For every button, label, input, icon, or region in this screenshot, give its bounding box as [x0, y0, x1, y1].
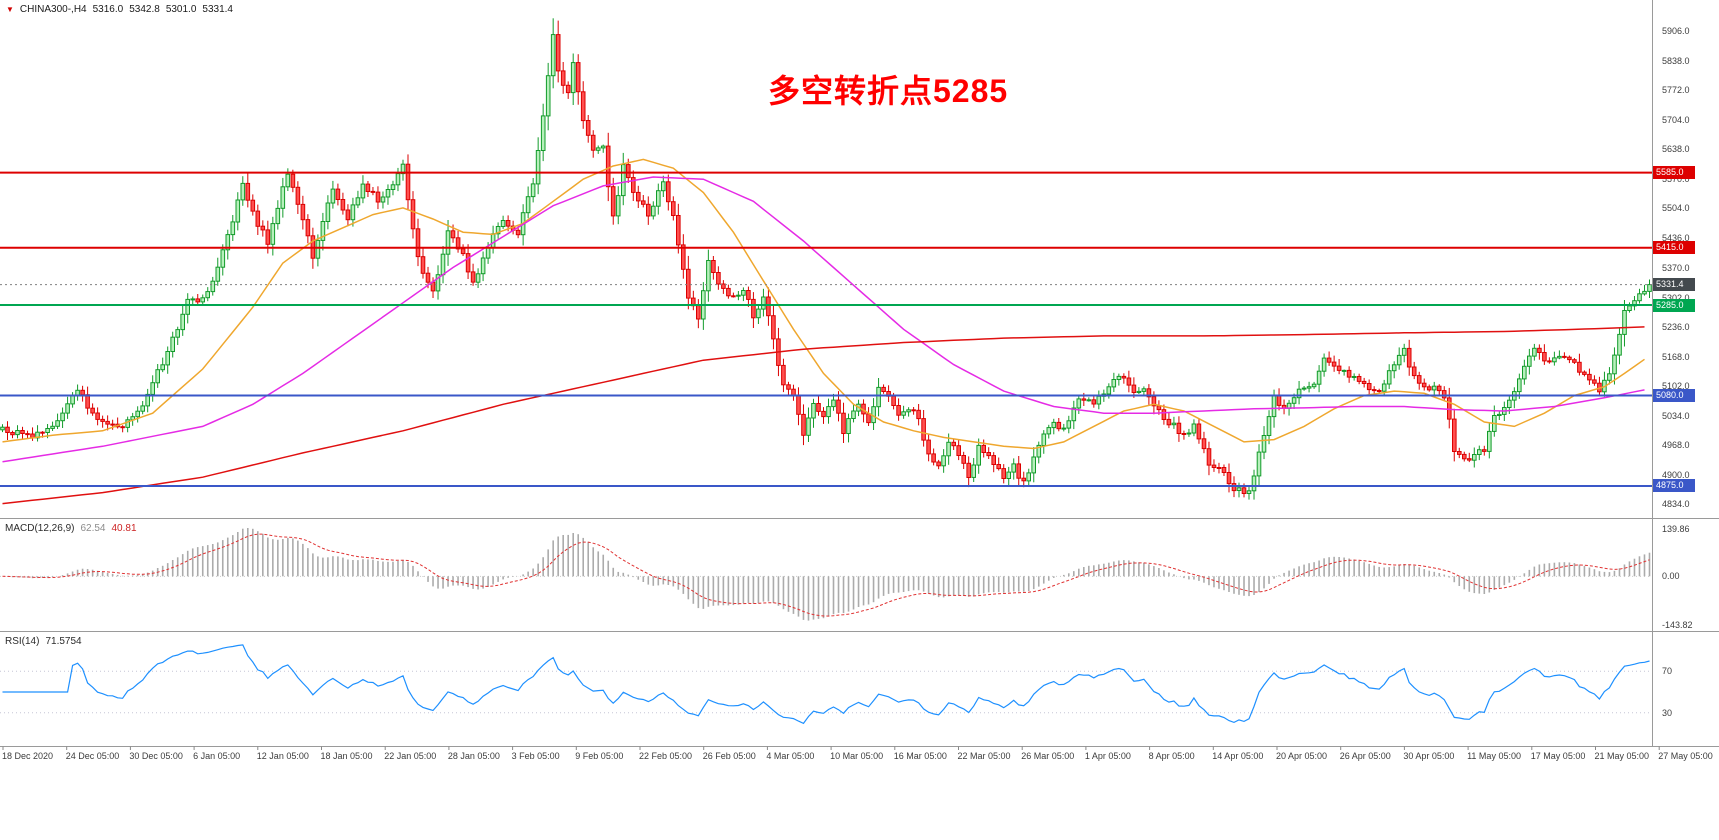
rsi-level-tick: 30	[1662, 707, 1673, 718]
price-level-tag: 5285.0	[1653, 298, 1695, 312]
price-level-tag: 5585.0	[1653, 166, 1695, 180]
chart-canvas[interactable]	[0, 0, 1719, 780]
rsi-indicator-label: RSI(14) 71.5754	[5, 636, 82, 647]
time-tick-label: 8 Apr 05:00	[1148, 751, 1195, 761]
symbol-info-bar: ▼ CHINA300-,H4 5316.0 5342.8 5301.0 5331…	[6, 4, 233, 15]
time-tick-label: 17 May 05:00	[1530, 751, 1586, 761]
price-tick: 5236.0	[1662, 321, 1690, 332]
price-axis[interactable]: 5585.0 5415.0 5331.4 5285.0 5080.0 4875.0 5906…	[1652, 0, 1719, 747]
price-tick: 5370.0	[1662, 262, 1690, 273]
price-tick: 5838.0	[1662, 55, 1690, 66]
rsi-line	[2, 644, 1650, 725]
macd-name: MACD(12,26,9)	[5, 523, 75, 534]
time-axis[interactable]: 18 Dec 2020 24 Dec 05:00 30 Dec 05:00 6 Jan…	[0, 747, 1719, 769]
price-tick: 5638.0	[1662, 144, 1690, 155]
time-tick-label: 20 Apr 05:00	[1276, 751, 1328, 761]
time-tick-label: 24 Dec 05:00	[65, 751, 120, 761]
price-tick: 4900.0	[1662, 469, 1690, 480]
time-tick-label: 18 Jan 05:00	[320, 751, 373, 761]
time-tick-label: 16 Mar 05:00	[893, 751, 947, 761]
time-tick-label: 11 May 05:00	[1467, 751, 1521, 761]
ohlc-high: 5342.8	[129, 4, 160, 15]
macd-indicator-label: MACD(12,26,9) 62.54 40.81	[5, 523, 137, 534]
price-level-tag: 5080.0	[1653, 389, 1695, 402]
time-tick-label: 22 Feb 05:00	[639, 751, 693, 761]
time-tick-label: 26 Apr 05:00	[1339, 751, 1391, 761]
price-tick: 5906.0	[1662, 25, 1690, 36]
collapse-indicator-icon[interactable]: ▼	[6, 4, 14, 14]
time-tick-label: 30 Dec 05:00	[129, 751, 183, 761]
time-tick-label: 27 May 05:00	[1658, 751, 1713, 761]
rsi-level-tick: 70	[1662, 666, 1673, 677]
time-tick-label: 18 Dec 2020	[2, 751, 54, 761]
time-tick-label: 4 Mar 05:00	[766, 751, 815, 761]
price-tick: 4968.0	[1662, 439, 1690, 450]
macd-signal-value: 40.81	[111, 523, 137, 534]
macd-signal-line	[2, 533, 1650, 617]
price-tick: 5102.0	[1662, 380, 1690, 391]
chart-svg[interactable]	[0, 0, 1719, 775]
price-tick: 5168.0	[1662, 351, 1690, 362]
ohlc-close: 5331.4	[202, 4, 233, 15]
price-tick: 4834.0	[1662, 499, 1690, 510]
time-tick-label: 28 Jan 05:00	[447, 751, 500, 761]
annotation-text: 多空转折点5285	[768, 73, 1009, 109]
rsi-value: 71.5754	[45, 636, 82, 647]
price-tick: 5704.0	[1662, 115, 1690, 126]
ohlc-open: 5316.0	[92, 4, 124, 15]
time-tick-label: 9 Feb 05:00	[575, 751, 624, 761]
price-tick: 5504.0	[1662, 203, 1690, 214]
mid-ma-line	[2, 176, 1645, 463]
time-tick-label: 26 Feb 05:00	[702, 751, 756, 761]
price-tick: 5772.0	[1662, 85, 1690, 96]
macd-main-value: 62.54	[80, 523, 106, 534]
price-level-tag: 5415.0	[1653, 241, 1695, 255]
ohlc-low: 5301.0	[165, 4, 197, 15]
macd-axis-zero: 0.00	[1662, 571, 1680, 582]
rsi-name: RSI(14)	[5, 636, 40, 647]
fast-ma-line	[2, 158, 1645, 450]
price-level-tag: 5331.4	[1653, 278, 1695, 292]
time-tick-label: 22 Jan 05:00	[384, 751, 437, 761]
time-tick-label: 26 Mar 05:00	[1021, 751, 1075, 761]
macd-axis-max: 139.86	[1662, 524, 1690, 534]
time-tick-label: 12 Jan 05:00	[256, 751, 309, 761]
price-level-tag: 4875.0	[1653, 479, 1695, 493]
price-tick: 5302.0	[1662, 292, 1690, 303]
macd-axis-min: -143.82	[1662, 620, 1693, 630]
time-tick-label: 1 Apr 05:00	[1084, 751, 1131, 761]
time-tick-label: 22 Mar 05:00	[957, 751, 1011, 761]
time-tick-label: 14 Apr 05:00	[1212, 751, 1264, 761]
time-tick-label: 6 Jan 05:00	[193, 751, 241, 761]
time-tick-label: 30 Apr 05:00	[1403, 751, 1455, 761]
price-tick: 5570.0	[1662, 174, 1690, 185]
time-tick-label: 3 Feb 05:00	[511, 751, 560, 761]
slow-ma-line	[2, 326, 1645, 505]
symbol-timeframe: CHINA300-,H4	[19, 4, 87, 15]
price-tick: 5436.0	[1662, 233, 1690, 244]
price-tick: 5034.0	[1662, 410, 1690, 421]
time-tick-label: 21 May 05:00	[1594, 751, 1650, 761]
time-tick-label: 10 Mar 05:00	[830, 751, 884, 761]
